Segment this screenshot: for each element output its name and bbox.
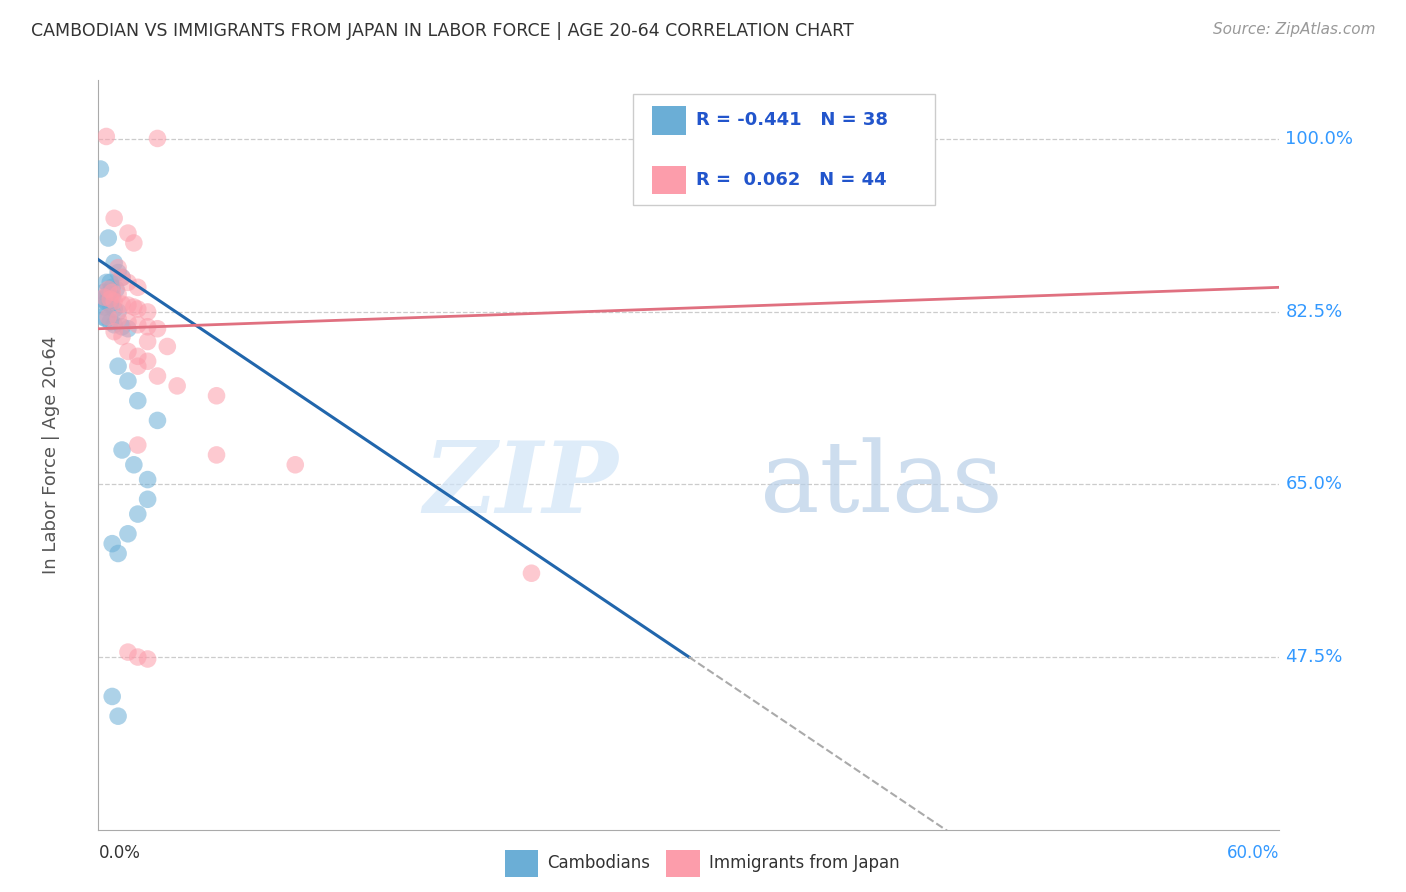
Point bbox=[136, 354, 159, 368]
Point bbox=[117, 226, 139, 240]
Text: R = -0.441   N = 38: R = -0.441 N = 38 bbox=[696, 112, 889, 129]
Point bbox=[127, 349, 149, 363]
Point bbox=[103, 211, 125, 226]
Point bbox=[111, 442, 134, 457]
Text: 47.5%: 47.5% bbox=[1285, 648, 1343, 666]
Point bbox=[127, 507, 149, 521]
Point bbox=[97, 231, 120, 245]
Point bbox=[107, 305, 129, 319]
Point bbox=[96, 311, 118, 326]
Point bbox=[97, 282, 120, 296]
Point bbox=[107, 287, 129, 301]
Point bbox=[136, 652, 159, 666]
Text: ZIP: ZIP bbox=[423, 437, 619, 533]
Point bbox=[122, 235, 145, 250]
Point bbox=[107, 359, 129, 374]
Text: R =  0.062   N = 44: R = 0.062 N = 44 bbox=[696, 171, 887, 189]
Text: 65.0%: 65.0% bbox=[1285, 475, 1343, 493]
Point bbox=[101, 690, 124, 704]
Point bbox=[117, 344, 139, 359]
Point bbox=[105, 282, 128, 296]
Text: 100.0%: 100.0% bbox=[1285, 130, 1354, 148]
Point bbox=[98, 292, 121, 306]
Point bbox=[117, 645, 139, 659]
Point bbox=[101, 285, 124, 300]
Point bbox=[117, 315, 139, 329]
Point bbox=[91, 292, 114, 306]
Point bbox=[136, 305, 159, 319]
Point bbox=[205, 448, 228, 462]
Point bbox=[127, 301, 149, 316]
Point bbox=[127, 438, 149, 452]
Point bbox=[127, 318, 149, 332]
Point bbox=[284, 458, 307, 472]
Point bbox=[93, 285, 115, 300]
Point bbox=[111, 297, 134, 311]
Point bbox=[146, 131, 169, 145]
Point bbox=[136, 319, 159, 334]
Point bbox=[98, 276, 121, 290]
Point bbox=[136, 492, 159, 507]
Point bbox=[107, 260, 129, 275]
Point bbox=[96, 276, 118, 290]
Point bbox=[136, 334, 159, 349]
Text: atlas: atlas bbox=[759, 437, 1002, 533]
Point bbox=[103, 255, 125, 269]
Point bbox=[156, 339, 179, 353]
Text: CAMBODIAN VS IMMIGRANTS FROM JAPAN IN LABOR FORCE | AGE 20-64 CORRELATION CHART: CAMBODIAN VS IMMIGRANTS FROM JAPAN IN LA… bbox=[31, 22, 853, 40]
Point bbox=[101, 536, 124, 550]
Text: Cambodians: Cambodians bbox=[547, 855, 650, 872]
Point bbox=[111, 329, 134, 343]
Point bbox=[103, 301, 125, 316]
Point bbox=[107, 547, 129, 561]
Point bbox=[122, 458, 145, 472]
Point bbox=[122, 300, 145, 314]
Point bbox=[117, 298, 139, 312]
Point bbox=[111, 319, 134, 334]
Point bbox=[111, 270, 134, 285]
Text: Immigrants from Japan: Immigrants from Japan bbox=[709, 855, 900, 872]
Point bbox=[127, 359, 149, 374]
Point bbox=[127, 280, 149, 294]
Point bbox=[117, 374, 139, 388]
Point bbox=[107, 311, 129, 326]
Point bbox=[91, 310, 114, 324]
Point bbox=[103, 294, 125, 309]
Text: 82.5%: 82.5% bbox=[1285, 303, 1343, 321]
Point bbox=[96, 295, 118, 310]
Point bbox=[107, 709, 129, 723]
Point bbox=[117, 276, 139, 290]
Point bbox=[117, 526, 139, 541]
Point bbox=[146, 322, 169, 336]
Point bbox=[103, 318, 125, 332]
Text: 60.0%: 60.0% bbox=[1227, 845, 1279, 863]
Point bbox=[101, 280, 124, 294]
Point bbox=[107, 266, 129, 280]
Point bbox=[146, 413, 169, 427]
Point bbox=[136, 473, 159, 487]
Point bbox=[205, 389, 228, 403]
Point bbox=[98, 297, 121, 311]
Point bbox=[127, 393, 149, 408]
Point bbox=[101, 290, 124, 304]
Point bbox=[93, 290, 115, 304]
Point bbox=[127, 650, 149, 665]
Point bbox=[93, 300, 115, 314]
Point bbox=[96, 129, 118, 144]
Point bbox=[103, 325, 125, 339]
Text: In Labor Force | Age 20-64: In Labor Force | Age 20-64 bbox=[42, 335, 60, 574]
Point bbox=[520, 566, 543, 581]
Point bbox=[117, 322, 139, 336]
Point bbox=[97, 287, 120, 301]
Point bbox=[89, 161, 111, 176]
Point bbox=[146, 369, 169, 384]
Point bbox=[98, 315, 121, 329]
Text: 0.0%: 0.0% bbox=[98, 845, 141, 863]
Point bbox=[111, 270, 134, 285]
Text: Source: ZipAtlas.com: Source: ZipAtlas.com bbox=[1212, 22, 1375, 37]
Point bbox=[166, 379, 188, 393]
Point bbox=[97, 310, 120, 324]
